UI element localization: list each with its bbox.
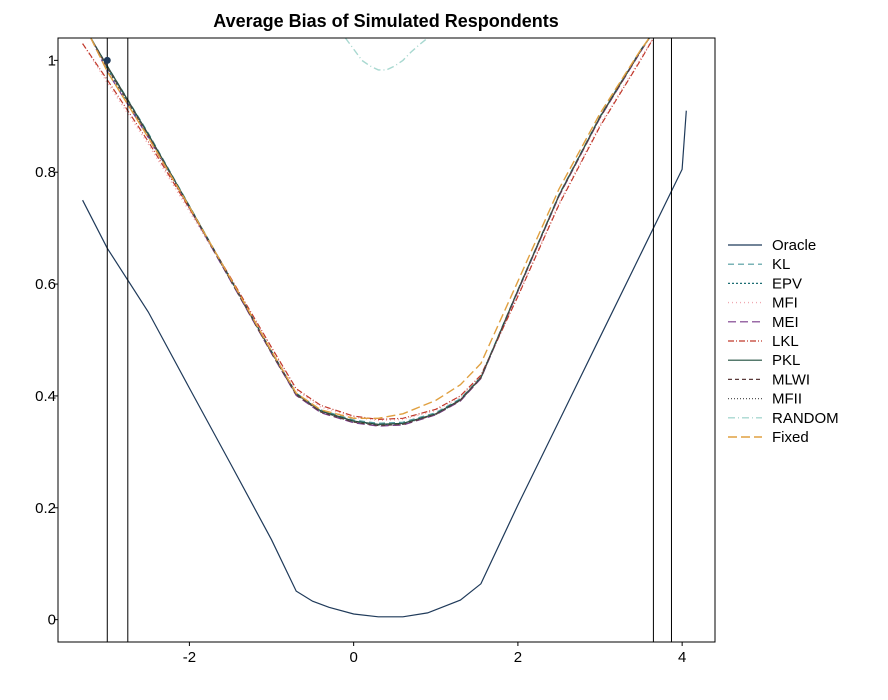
- data-point-marker: [103, 56, 111, 64]
- chart-title: Average Bias of Simulated Respondents: [213, 11, 558, 31]
- series-line-epv: [90, 38, 650, 426]
- series-line-oracle: [82, 110, 687, 618]
- series-line-lkl: [82, 38, 654, 421]
- legend-label-random: RANDOM: [772, 410, 839, 427]
- legend-label-epv: EPV: [772, 275, 802, 292]
- vertical-lines: [106, 38, 672, 642]
- y-tick-label: 0.6: [35, 276, 56, 293]
- x-axis: -2 0 2 4: [183, 642, 686, 666]
- x-tick-label: 2: [514, 649, 522, 666]
- y-tick-label: 0.2: [35, 500, 56, 517]
- y-tick-label: 0: [48, 612, 56, 629]
- series-line-pkl: [90, 38, 650, 426]
- plot-frame: [57, 37, 716, 643]
- legend-label-mei: MEI: [772, 314, 799, 331]
- series-line-mfii: [90, 38, 650, 426]
- series-line-mei: [90, 38, 650, 427]
- series-line-mlwi: [90, 38, 650, 427]
- legend-label-lkl: LKL: [772, 333, 799, 350]
- legend-label-pkl: PKL: [772, 352, 800, 369]
- legend-label-kl: KL: [772, 256, 790, 273]
- x-tick-label: 0: [349, 649, 357, 666]
- plot-lines: [82, 38, 687, 618]
- legend: Oracle KL EPV MFI MEI LKL PKL MLWI MFII RANDOM Fix…: [728, 237, 839, 446]
- x-tick-label: 4: [678, 649, 686, 666]
- y-tick-label: 0.8: [35, 164, 56, 181]
- series-line-fixed: [90, 38, 650, 419]
- y-axis: 0 0.2 0.4 0.6 0.8 1: [35, 52, 58, 629]
- legend-label-mfii: MFII: [772, 391, 802, 408]
- legend-label-mfi: MFI: [772, 295, 798, 312]
- legend-label-fixed: Fixed: [772, 429, 809, 446]
- legend-label-oracle: Oracle: [772, 237, 816, 254]
- series-line-random: [344, 38, 429, 71]
- marker-layer: [103, 56, 111, 64]
- series-line-kl: [90, 38, 650, 424]
- x-tick-label: -2: [183, 649, 196, 666]
- y-tick-label: 1: [48, 52, 56, 69]
- y-tick-label: 0.4: [35, 388, 56, 405]
- legend-label-mlwi: MLWI: [772, 371, 810, 388]
- series-line-mfi: [82, 38, 654, 422]
